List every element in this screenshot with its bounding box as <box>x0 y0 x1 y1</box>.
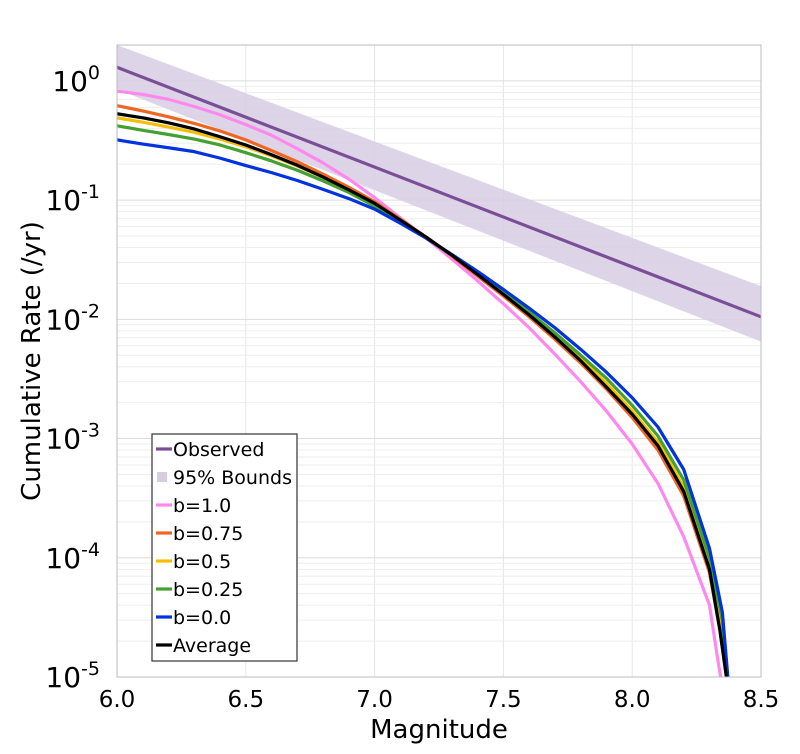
x-tick-label: 7.0 <box>356 687 393 713</box>
x-tick-label: 8.5 <box>743 687 780 713</box>
legend-swatch <box>157 472 167 482</box>
legend-label: b=0.25 <box>173 579 243 601</box>
y-tick-label: 10-5 <box>45 658 100 694</box>
legend-label: b=1.0 <box>173 495 231 517</box>
legend-label: Observed <box>173 439 264 461</box>
y-axis-label: Cumulative Rate (/yr) <box>17 221 47 501</box>
x-tick-label: 6.0 <box>99 687 136 713</box>
y-tick-label: 10-2 <box>45 300 100 336</box>
x-axis-label: Magnitude <box>370 715 508 745</box>
series-layer <box>117 65 761 677</box>
y-tick-labels: 100 10-1 10-2 10-3 10-4 10-5 <box>45 62 100 694</box>
y-tick-label: 100 <box>52 62 100 98</box>
x-tick-label: 7.5 <box>485 687 522 713</box>
series-line-observed <box>117 65 761 319</box>
legend-label: Average <box>173 635 251 657</box>
legend-label: b=0.0 <box>173 607 231 629</box>
y-tick-label: 10-1 <box>45 181 100 217</box>
legend: Observed 95% Bounds b=1.0 b=0.75 b=0.5 b=0.25… <box>151 433 298 662</box>
plot-frame <box>116 44 762 678</box>
legend-label: b=0.75 <box>173 523 243 545</box>
y-tick-label: 10-4 <box>45 539 100 575</box>
legend-label: b=0.5 <box>173 551 231 573</box>
x-tick-label: 6.5 <box>228 687 265 713</box>
legend-label: 95% Bounds <box>173 467 292 489</box>
legend-box <box>151 433 298 662</box>
series-line-average <box>117 112 729 677</box>
x-tick-labels: 6.0 6.5 7.0 7.5 8.0 8.5 <box>99 687 780 713</box>
y-tick-label: 10-3 <box>45 420 100 456</box>
x-tick-label: 8.0 <box>614 687 651 713</box>
series-line-b-1-0 <box>117 89 723 677</box>
